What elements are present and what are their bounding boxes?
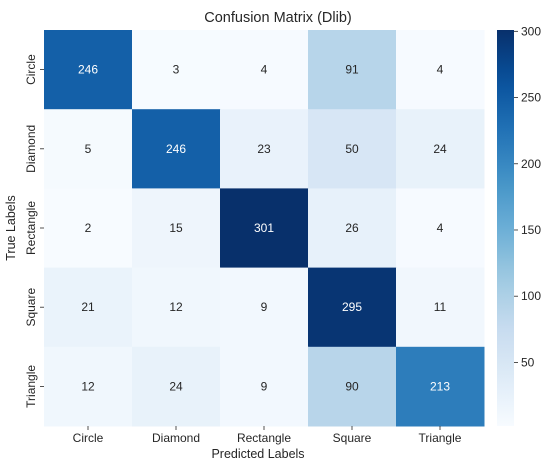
cell-value-label: 90: [345, 379, 359, 393]
cell-value-label: 246: [166, 142, 186, 156]
y-axis-label: True Labels: [4, 195, 18, 261]
cell-value-label: 4: [437, 221, 444, 235]
heatmap-cell-square-triangle: [396, 267, 485, 348]
heatmap-cell-rectangle-diamond: [132, 188, 221, 269]
y-tick-label: Circle: [24, 54, 38, 85]
y-tick-label: Square: [24, 288, 38, 327]
colorbar-tick-label: 100: [521, 289, 541, 303]
heatmap-cell-diamond-rectangle: [220, 109, 309, 189]
heatmap-cell-diamond-diamond: [132, 109, 221, 189]
heatmap-cell-circle-triangle: [396, 30, 485, 110]
colorbar-ticks: 50 100 150 200 250 300: [514, 24, 541, 369]
x-tick-label: Diamond: [152, 431, 200, 445]
cell-value-label: 9: [261, 379, 268, 393]
cell-value-label: 4: [261, 63, 268, 77]
heatmap-cell-triangle-triangle: [396, 346, 485, 427]
heatmap-cell-triangle-diamond: [132, 346, 221, 427]
cell-value-label: 3: [173, 63, 180, 77]
cell-value-label: 12: [169, 300, 183, 314]
cell-value-label: 5: [85, 142, 92, 156]
x-tick-label: Triangle: [419, 431, 462, 445]
cell-value-label: 11: [434, 300, 447, 314]
x-tick-label: Rectangle: [237, 431, 291, 445]
cell-value-label: 24: [433, 142, 447, 156]
colorbar-tick-label: 250: [521, 91, 541, 105]
y-tick-label: Rectangle: [24, 201, 38, 255]
cell-value-label: 15: [169, 221, 183, 235]
x-axis-label: Predicted Labels: [211, 447, 304, 461]
cell-value-label: 295: [342, 300, 362, 314]
heatmap-cell-diamond-square: [308, 109, 397, 189]
x-tick-label: Square: [333, 431, 372, 445]
cell-value-label: 4: [437, 63, 444, 77]
y-tick-label: Triangle: [24, 365, 38, 408]
cell-value-label: 9: [261, 300, 268, 314]
heatmap-cell-triangle-rectangle: [220, 346, 309, 427]
x-tick-label: Circle: [73, 431, 104, 445]
heatmap-cell-triangle-square: [308, 346, 397, 427]
colorbar-tick-label: 300: [521, 24, 541, 38]
y-tick-label: Diamond: [24, 125, 38, 173]
cell-value-label: 24: [169, 379, 183, 393]
heatmap-cell-square-square: [308, 267, 397, 348]
heatmap-cell-circle-square: [308, 30, 397, 110]
heatmap-cell-square-diamond: [132, 267, 221, 348]
heatmap-cell-circle-diamond: [132, 30, 221, 110]
colorbar-tick-label: 50: [521, 355, 535, 369]
heatmap-cell-rectangle-square: [308, 188, 397, 269]
colorbar-tick-label: 150: [521, 223, 541, 237]
heatmap-cell-circle-circle: [44, 30, 133, 110]
chart-title: Confusion Matrix (Dlib): [204, 10, 351, 26]
cell-value-label: 2: [85, 221, 92, 235]
heatmap-cell-circle-rectangle: [220, 30, 309, 110]
heatmap-cell-triangle-circle: [44, 346, 133, 427]
colorbar-tick-label: 200: [521, 157, 541, 171]
y-axis-ticks: Circle Diamond Rectangle Square Triangle: [24, 54, 44, 408]
heatmap-cell-rectangle-rectangle: [220, 188, 309, 269]
cell-value-label: 91: [345, 63, 359, 77]
colorbar: [497, 30, 514, 426]
heatmap-cell-rectangle-triangle: [396, 188, 485, 269]
heatmap-cell-square-circle: [44, 267, 133, 348]
cell-value-label: 301: [254, 221, 274, 235]
heatmap-cell-labels: 246 3 4 91 4 5 246 23 50 24 2 15 301 26 4 21 12 9 295 11 12 2…: [78, 63, 450, 394]
cell-value-label: 213: [430, 379, 450, 393]
cell-value-label: 26: [345, 221, 359, 235]
cell-value-label: 50: [345, 142, 359, 156]
heatmap-cell-square-rectangle: [220, 267, 309, 348]
heatmap-cells: [44, 30, 485, 427]
cell-value-label: 12: [81, 379, 95, 393]
heatmap-cell-rectangle-circle: [44, 188, 133, 269]
x-axis-ticks: Circle Diamond Rectangle Square Triangle: [73, 426, 462, 445]
heatmap-cell-diamond-circle: [44, 109, 133, 189]
cell-value-label: 246: [78, 63, 98, 77]
cell-value-label: 23: [257, 142, 271, 156]
cell-value-label: 21: [81, 300, 95, 314]
heatmap-cell-diamond-triangle: [396, 109, 485, 189]
